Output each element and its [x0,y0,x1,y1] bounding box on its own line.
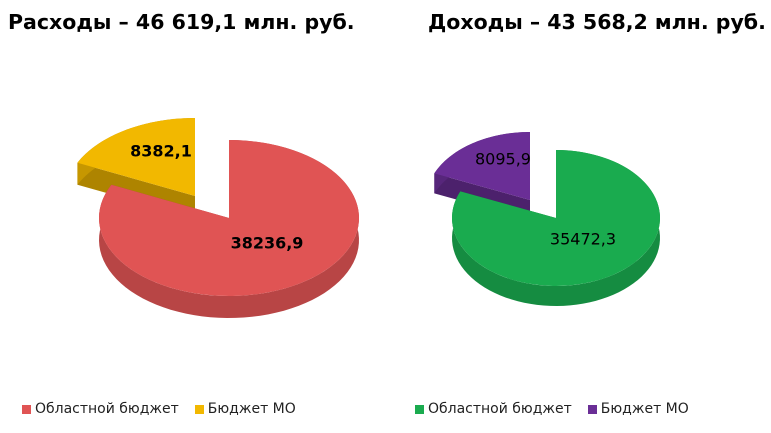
data-label-regional: 35472,3 [550,230,616,249]
legend-label-regional: Областной бюджет [428,401,572,417]
legend-label-mo: Бюджет МО [207,401,296,417]
expenses-title: Расходы – 46 619,1 млн. руб. [8,10,355,34]
pie-slice-regional [452,150,660,306]
legend-swatch-mo [194,404,204,414]
slice-top [434,132,530,200]
pie-chart-expenses: 38236,9 8382,1 [77,118,359,318]
legend-swatch-regional [415,404,424,414]
data-label-mo: 8382,1 [130,142,192,161]
page-title: Расходы – 46 619,1 млн. руб. Доходы – 43… [0,0,771,44]
legend-item-mo: Бюджет МО [587,401,689,417]
data-label-regional: 38236,9 [231,234,304,253]
slice-top [77,118,195,196]
legend-label-mo: Бюджет МО [600,401,689,417]
pie-slice-regional [99,140,359,318]
legend-swatch-mo [587,404,597,414]
legend-label-regional: Областной бюджет [35,401,179,417]
legend-swatch-regional [22,404,31,414]
pie-chart-income: 35472,3 8095,9 [434,132,660,306]
legend-item-mo: Бюджет МО [194,401,296,417]
slice-top [452,150,660,286]
legend-item-regional: Областной бюджет [415,401,572,417]
legend-item-regional: Областной бюджет [22,401,179,417]
data-label-mo: 8095,9 [475,150,531,169]
slice-top [99,140,359,296]
legend-expenses: Областной бюджет Бюджет МО [22,399,312,419]
income-title: Доходы – 43 568,2 млн. руб. [428,10,766,34]
legend-income: Областной бюджет Бюджет МО [415,399,705,419]
